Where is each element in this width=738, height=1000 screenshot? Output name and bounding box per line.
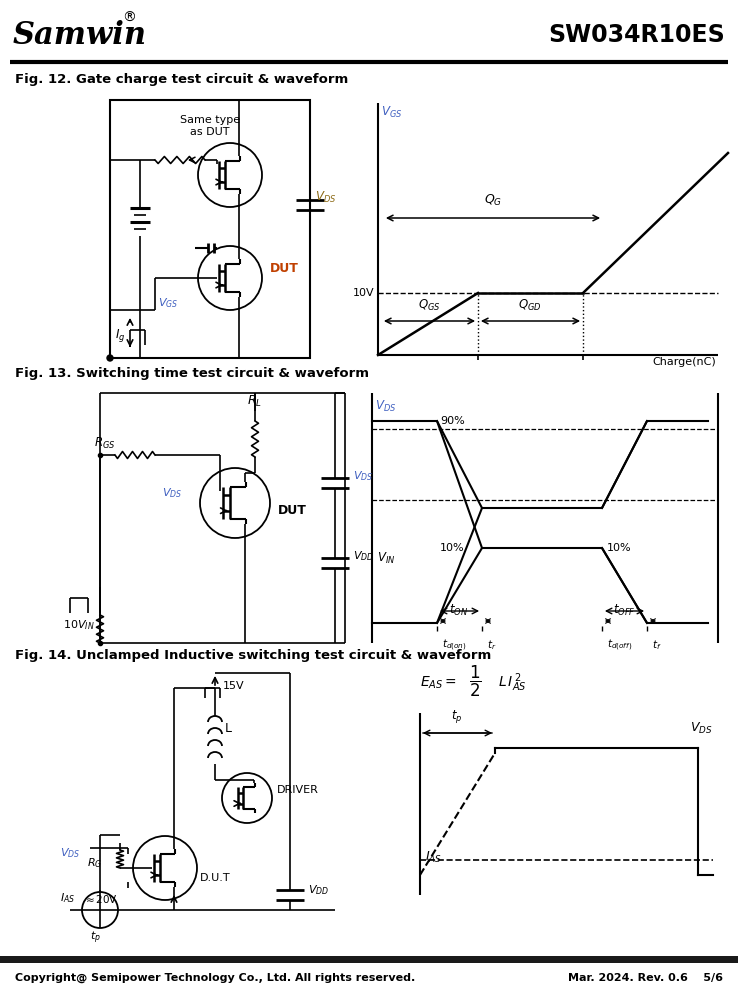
Text: $V_{DS}$: $V_{DS}$ <box>691 720 713 736</box>
Circle shape <box>107 355 113 361</box>
Text: $V_{DS}$: $V_{DS}$ <box>315 189 337 205</box>
Text: $V_{DS}$: $V_{DS}$ <box>375 399 396 414</box>
Text: DUT: DUT <box>278 504 307 516</box>
Text: $V_{DD}$: $V_{DD}$ <box>353 549 374 563</box>
Text: Charge(nC): Charge(nC) <box>652 357 716 367</box>
Text: $V_{GS}$: $V_{GS}$ <box>381 105 402 120</box>
Text: $t_r$: $t_r$ <box>487 638 497 652</box>
Text: $10V_{IN}$: $10V_{IN}$ <box>63 618 95 632</box>
Text: $t_{d(on)}$: $t_{d(on)}$ <box>442 638 466 653</box>
Text: $V_{IN}$: $V_{IN}$ <box>377 551 396 566</box>
Text: Same type: Same type <box>180 115 240 125</box>
Text: Copyright@ Semipower Technology Co., Ltd. All rights reserved.: Copyright@ Semipower Technology Co., Ltd… <box>15 973 415 983</box>
Text: $V_{DS}$: $V_{DS}$ <box>353 469 373 483</box>
Text: 90%: 90% <box>440 416 465 426</box>
Text: $t_p$: $t_p$ <box>89 930 100 946</box>
Text: Fig. 14. Unclamped Inductive switching test circuit & waveform: Fig. 14. Unclamped Inductive switching t… <box>15 648 492 662</box>
Text: $L\,I_{AS}^{\,2}$: $L\,I_{AS}^{\,2}$ <box>498 672 527 694</box>
Text: $R_L$: $R_L$ <box>247 393 263 409</box>
Text: 10V: 10V <box>352 288 374 298</box>
Text: $V_{GS}$: $V_{GS}$ <box>158 296 179 310</box>
Text: $E_{AS}=$: $E_{AS}=$ <box>420 675 457 691</box>
Text: $\approx$20V: $\approx$20V <box>83 893 117 905</box>
Text: $I_{AS}$: $I_{AS}$ <box>60 891 75 905</box>
Text: Fig. 12. Gate charge test circuit & waveform: Fig. 12. Gate charge test circuit & wave… <box>15 74 348 87</box>
Text: $t_f$: $t_f$ <box>652 638 661 652</box>
Text: 15V: 15V <box>223 681 244 691</box>
Text: $Q_{GD}$: $Q_{GD}$ <box>518 298 542 313</box>
Text: ®: ® <box>122 11 136 25</box>
Text: Mar. 2024. Rev. 0.6    5/6: Mar. 2024. Rev. 0.6 5/6 <box>568 973 723 983</box>
Text: SW034R10ES: SW034R10ES <box>548 23 725 47</box>
Text: as DUT: as DUT <box>190 127 230 137</box>
Text: 10%: 10% <box>607 543 632 553</box>
Text: L: L <box>225 722 232 734</box>
Text: Fig. 13. Switching time test circuit & waveform: Fig. 13. Switching time test circuit & w… <box>15 366 369 379</box>
Text: $t_{ON}$: $t_{ON}$ <box>449 603 469 618</box>
Text: $I_g$: $I_g$ <box>114 326 125 344</box>
Text: $Q_G$: $Q_G$ <box>484 193 502 208</box>
Text: $\dfrac{1}{2}$: $\dfrac{1}{2}$ <box>469 663 481 699</box>
Text: D.U.T: D.U.T <box>200 873 230 883</box>
Text: 10%: 10% <box>440 543 465 553</box>
Text: $t_{OFF}$: $t_{OFF}$ <box>613 603 635 618</box>
Text: $t_p$: $t_p$ <box>451 708 463 725</box>
Bar <box>110 100 310 358</box>
Text: $R_G$: $R_G$ <box>86 856 102 870</box>
Text: $R_{GS}$: $R_{GS}$ <box>94 435 116 451</box>
Text: $V_{DS}$: $V_{DS}$ <box>60 846 80 860</box>
Text: $V_{DS}$: $V_{DS}$ <box>162 486 182 500</box>
Text: Samwin: Samwin <box>13 19 147 50</box>
Text: $t_{d(off)}$: $t_{d(off)}$ <box>607 638 632 653</box>
Text: $I_{AS}$: $I_{AS}$ <box>425 850 442 865</box>
Text: $Q_{GS}$: $Q_{GS}$ <box>418 298 441 313</box>
Text: DRIVER: DRIVER <box>277 785 319 795</box>
Bar <box>0 956 738 963</box>
Text: $V_{DD}$: $V_{DD}$ <box>308 883 329 897</box>
Text: DUT: DUT <box>270 261 299 274</box>
